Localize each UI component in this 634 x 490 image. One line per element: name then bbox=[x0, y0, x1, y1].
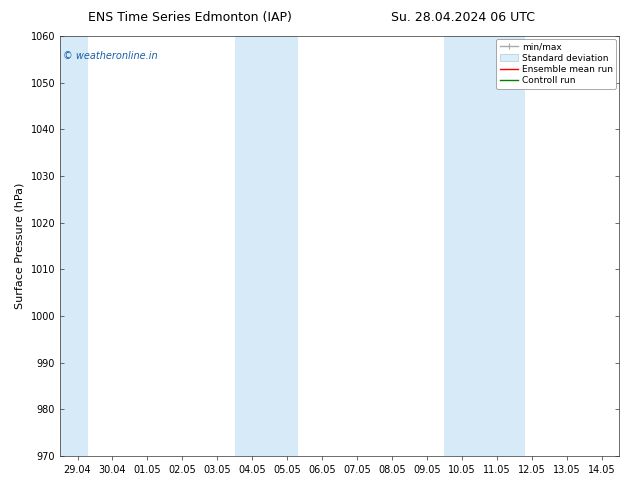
Text: ENS Time Series Edmonton (IAP): ENS Time Series Edmonton (IAP) bbox=[88, 11, 292, 24]
Bar bbox=[235, 36, 297, 456]
Legend: min/max, Standard deviation, Ensemble mean run, Controll run: min/max, Standard deviation, Ensemble me… bbox=[496, 39, 616, 89]
Y-axis label: Surface Pressure (hPa): Surface Pressure (hPa) bbox=[15, 183, 25, 309]
Text: Su. 28.04.2024 06 UTC: Su. 28.04.2024 06 UTC bbox=[391, 11, 535, 24]
Bar bbox=[444, 36, 525, 456]
Bar bbox=[60, 36, 88, 456]
Text: © weatheronline.in: © weatheronline.in bbox=[63, 51, 157, 61]
